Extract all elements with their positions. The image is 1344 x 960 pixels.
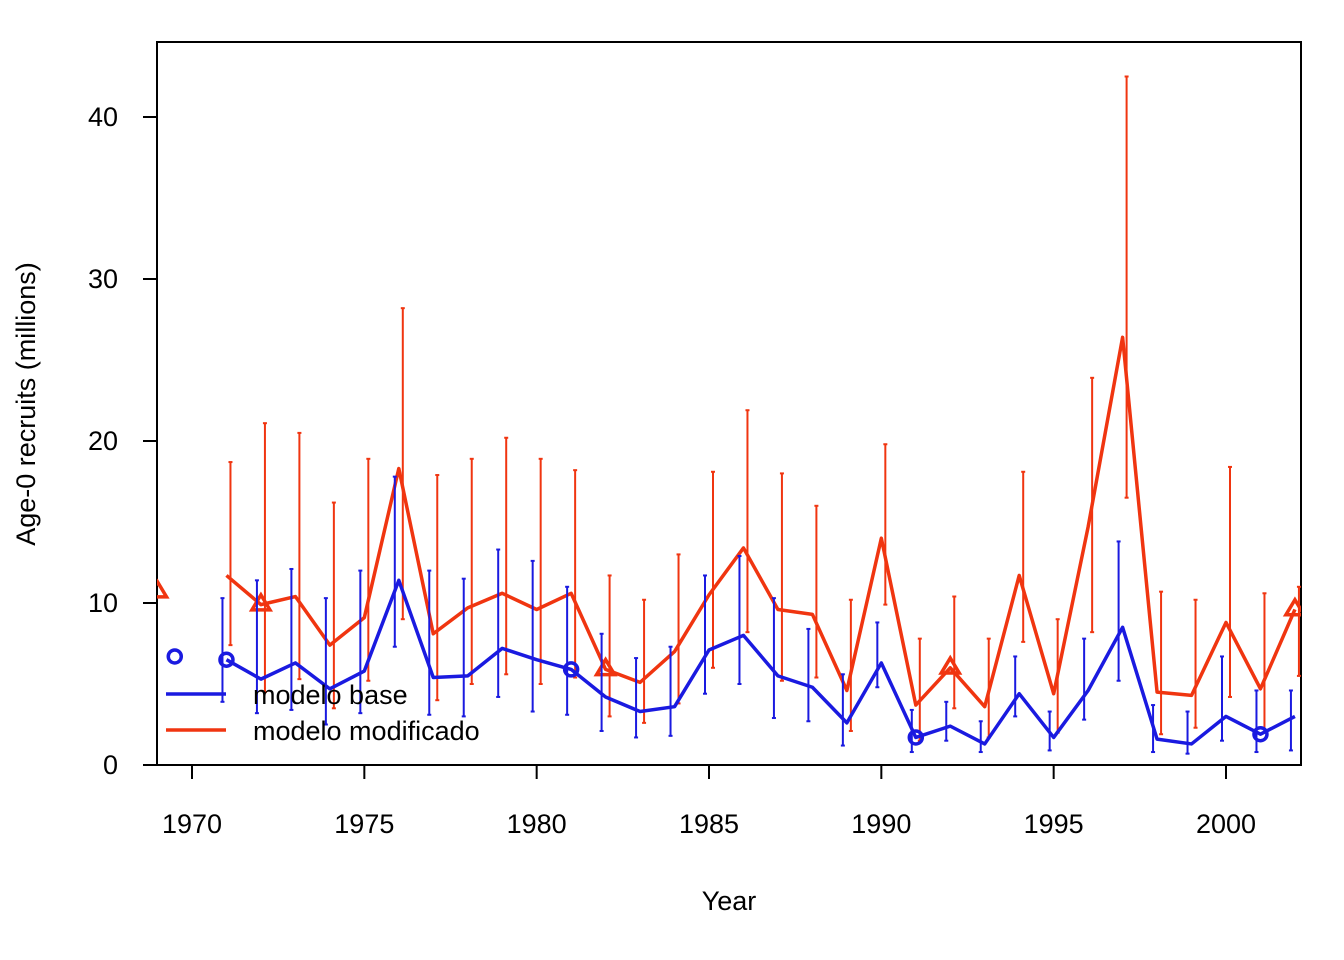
y-tick-label: 10 xyxy=(88,588,118,618)
y-tick-label: 20 xyxy=(88,426,118,456)
x-tick-label: 1990 xyxy=(851,809,911,839)
data-point-marker xyxy=(1282,596,1301,617)
series-line xyxy=(225,335,1297,709)
data-point-marker xyxy=(562,661,580,678)
x-axis: 1970 1975 1980 1985 1990 1995 2000 xyxy=(162,765,1256,839)
x-tick-label: 1980 xyxy=(507,809,567,839)
legend: modelo base modelo modificado xyxy=(166,680,480,746)
legend-label-modified: modelo modificado xyxy=(253,716,480,746)
series-modified xyxy=(157,75,1301,742)
y-tick-label: 30 xyxy=(88,264,118,294)
data-point-marker xyxy=(157,578,170,599)
data-point-marker xyxy=(166,648,184,665)
x-tick-label: 2000 xyxy=(1196,809,1256,839)
data-point-marker xyxy=(218,651,235,668)
y-tick-label: 0 xyxy=(103,750,118,780)
data-point-marker xyxy=(938,654,963,675)
x-tick-label: 1985 xyxy=(679,809,739,839)
x-tick-label: 1975 xyxy=(334,809,394,839)
y-axis: 0 10 20 30 40 xyxy=(88,102,157,780)
x-tick-label: 1995 xyxy=(1024,809,1084,839)
y-tick-label: 40 xyxy=(88,102,118,132)
series-base xyxy=(166,475,1296,755)
series-line xyxy=(225,578,1296,746)
plot-frame xyxy=(156,41,1302,766)
x-tick-label: 1970 xyxy=(162,809,222,839)
data-point-marker xyxy=(907,729,925,746)
data-point-marker xyxy=(1252,725,1269,743)
series-layer xyxy=(157,75,1301,755)
y-axis-title: Age-0 recruits (millions) xyxy=(11,262,41,546)
legend-label-base: modelo base xyxy=(253,680,408,710)
x-axis-title: Year xyxy=(702,886,757,916)
